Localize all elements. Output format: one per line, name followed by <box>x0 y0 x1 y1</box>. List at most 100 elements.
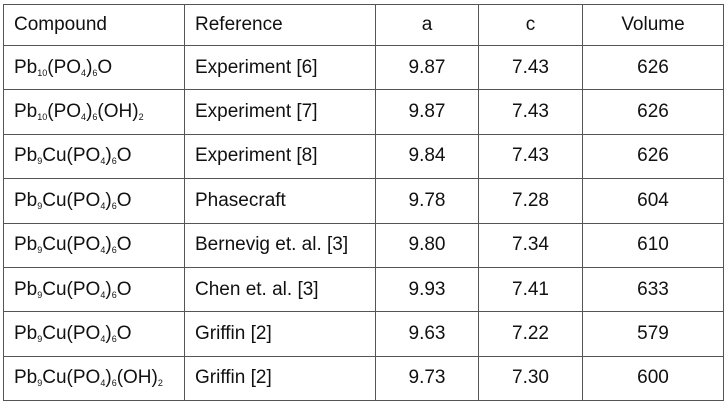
cell: 9.93 <box>375 266 479 313</box>
formula-text: Cu(PO <box>42 189 101 211</box>
header-cell: a <box>375 4 479 46</box>
subscript: 2 <box>138 112 144 123</box>
formula-text: Cu(PO <box>42 323 101 345</box>
formula-text: Pb <box>14 145 38 167</box>
cell: Experiment [8] <box>184 133 376 180</box>
header-cell: Volume <box>582 4 724 46</box>
formula-text: O <box>116 278 132 300</box>
table-row: Pb9Cu(PO4)6O Phasecraft 9.78 7.28 604 <box>3 178 724 224</box>
formula-text: ) <box>86 101 93 123</box>
formula-text: ) <box>105 189 112 211</box>
subscript: 6 <box>111 378 117 389</box>
subscript: 4 <box>100 378 106 389</box>
formula-text: ) <box>105 323 112 345</box>
table-row: Pb9Cu(PO4)6O Griffin [2] 9.63 7.22 579 <box>3 311 724 357</box>
formula-text: O <box>116 189 132 211</box>
subscript: 4 <box>100 245 106 256</box>
cell: 7.43 <box>478 44 583 91</box>
subscript: 9 <box>37 245 43 256</box>
header-row: Compound Reference a c Volume <box>3 4 724 46</box>
subscript: 6 <box>111 245 117 256</box>
cell: Griffin [2] <box>184 355 376 402</box>
header-cell: Compound <box>3 4 185 46</box>
compound-cell: Pb10(PO4)6O <box>3 44 185 91</box>
cell: Phasecraft <box>184 178 376 224</box>
subscript: 6 <box>111 200 117 211</box>
formula-text: Cu(PO <box>42 145 101 167</box>
cell: 9.87 <box>375 89 479 135</box>
formula-text: ) <box>105 234 112 256</box>
subscript: 6 <box>111 289 117 300</box>
formula-text: ) <box>105 278 112 300</box>
cell: Bernevig et. al. [3] <box>184 222 376 268</box>
formula-text: Pb <box>14 323 38 345</box>
cell: 7.30 <box>478 355 583 402</box>
table-row: Pb9Cu(PO4)6(OH)2 Griffin [2] 9.73 7.30 600 <box>3 355 724 402</box>
formula-text: Pb <box>14 101 38 123</box>
subscript: 4 <box>100 156 106 167</box>
formula-text: (PO <box>47 101 82 123</box>
formula-text: (OH) <box>116 367 158 389</box>
cell: 9.63 <box>375 311 479 357</box>
subscript: 6 <box>111 334 117 345</box>
table-body: Pb10(PO4)6O Experiment [6] 9.87 7.43 626 Pb10… <box>3 44 724 402</box>
subscript: 9 <box>37 156 43 167</box>
cell: 9.84 <box>375 133 479 180</box>
subscript: 9 <box>37 378 43 389</box>
cell: 626 <box>582 133 724 180</box>
cell: 7.34 <box>478 222 583 268</box>
header-cell: c <box>478 4 583 46</box>
cell: 633 <box>582 266 724 313</box>
subscript: 10 <box>37 67 48 78</box>
compound-cell: Pb9Cu(PO4)6O <box>3 133 185 180</box>
formula-text: O <box>116 234 132 256</box>
formula-text: ) <box>86 56 93 78</box>
table-row: Pb9Cu(PO4)6O Experiment [8] 9.84 7.43 626 <box>3 133 724 180</box>
formula-text: Pb <box>14 56 38 78</box>
compound-cell: Pb9Cu(PO4)6O <box>3 222 185 268</box>
subscript: 2 <box>157 378 163 389</box>
cell: 579 <box>582 311 724 357</box>
cell: 7.41 <box>478 266 583 313</box>
formula-text: O <box>116 145 132 167</box>
formula-text: Cu(PO <box>42 367 101 389</box>
compound-cell: Pb10(PO4)6(OH)2 <box>3 89 185 135</box>
subscript: 9 <box>37 334 43 345</box>
cell: Griffin [2] <box>184 311 376 357</box>
cell: 600 <box>582 355 724 402</box>
compound-cell: Pb9Cu(PO4)6O <box>3 266 185 313</box>
subscript: 4 <box>100 200 106 211</box>
formula-text: Pb <box>14 278 38 300</box>
formula-text: Cu(PO <box>42 278 101 300</box>
subscript: 10 <box>37 112 48 123</box>
formula-text: ) <box>105 145 112 167</box>
formula-text: Pb <box>14 367 38 389</box>
formula-text: O <box>116 323 132 345</box>
table-row: Pb9Cu(PO4)6O Chen et. al. [3] 9.93 7.41 633 <box>3 266 724 313</box>
cell: 7.22 <box>478 311 583 357</box>
formula-text: (OH) <box>97 101 139 123</box>
compound-cell: Pb9Cu(PO4)6O <box>3 311 185 357</box>
cell: 9.87 <box>375 44 479 91</box>
subscript: 4 <box>81 67 87 78</box>
formula-text: ) <box>105 367 112 389</box>
subscript: 9 <box>37 289 43 300</box>
cell: 9.78 <box>375 178 479 224</box>
cell: Experiment [7] <box>184 89 376 135</box>
subscript: 4 <box>81 112 87 123</box>
cell: Experiment [6] <box>184 44 376 91</box>
compound-cell: Pb9Cu(PO4)6O <box>3 178 185 224</box>
cell: 9.73 <box>375 355 479 402</box>
formula-text: Pb <box>14 234 38 256</box>
cell: 7.43 <box>478 89 583 135</box>
cell: 7.43 <box>478 133 583 180</box>
cell: 9.80 <box>375 222 479 268</box>
data-table: Compound Reference a c Volume Pb10(PO4)6O Exp… <box>3 4 724 402</box>
formula-text: O <box>97 56 113 78</box>
table-row: Pb10(PO4)6O Experiment [6] 9.87 7.43 626 <box>3 44 724 91</box>
formula-text: Pb <box>14 189 38 211</box>
subscript: 4 <box>100 289 106 300</box>
formula-text: (PO <box>47 56 82 78</box>
table-row: Pb9Cu(PO4)6O Bernevig et. al. [3] 9.80 7.34… <box>3 222 724 268</box>
formula-text: Cu(PO <box>42 234 101 256</box>
